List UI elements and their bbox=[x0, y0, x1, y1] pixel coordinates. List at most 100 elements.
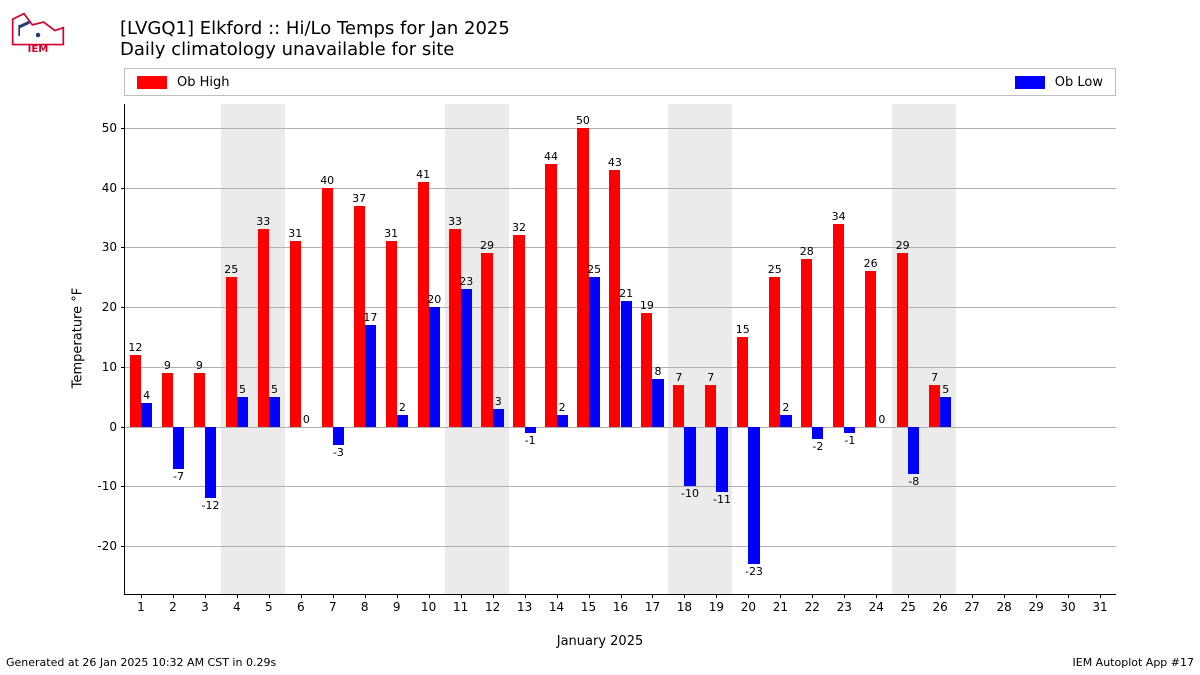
y-tick-mark bbox=[121, 427, 125, 428]
x-tick-label: 15 bbox=[581, 594, 596, 614]
bar-low bbox=[684, 427, 695, 487]
bar-low bbox=[557, 415, 568, 427]
bar-low bbox=[589, 277, 600, 426]
bar-low-label: 21 bbox=[619, 287, 633, 300]
y-axis-label: Temperature °F bbox=[71, 287, 86, 387]
bar-high bbox=[737, 337, 748, 427]
x-tick-label: 6 bbox=[297, 594, 305, 614]
x-tick-label: 13 bbox=[517, 594, 532, 614]
bar-low-label: 2 bbox=[559, 401, 566, 414]
bar-low bbox=[844, 427, 855, 433]
y-tick-mark bbox=[121, 247, 125, 248]
bar-low-label: -8 bbox=[908, 475, 919, 488]
bar-low bbox=[141, 403, 152, 427]
bar-low bbox=[525, 427, 536, 433]
gridline bbox=[125, 427, 1116, 428]
legend-swatch-low bbox=[1015, 76, 1045, 89]
bar-high-label: 9 bbox=[164, 359, 171, 372]
bar-high-label: 7 bbox=[931, 371, 938, 384]
bar-high bbox=[641, 313, 652, 427]
gridline bbox=[125, 247, 1116, 248]
x-tick-label: 11 bbox=[453, 594, 468, 614]
bar-high bbox=[577, 128, 588, 427]
bar-high bbox=[929, 385, 940, 427]
bar-low-label: 5 bbox=[942, 383, 949, 396]
bar-high-label: 25 bbox=[224, 263, 238, 276]
bar-low bbox=[205, 427, 216, 499]
bar-high bbox=[545, 164, 556, 427]
bar-high bbox=[194, 373, 205, 427]
x-tick-label: 9 bbox=[393, 594, 401, 614]
x-tick-label: 28 bbox=[996, 594, 1011, 614]
bar-high-label: 41 bbox=[416, 168, 430, 181]
bar-low-label: -10 bbox=[681, 487, 699, 500]
gridline bbox=[125, 188, 1116, 189]
x-tick-label: 19 bbox=[709, 594, 724, 614]
bar-low bbox=[269, 397, 280, 427]
x-tick-label: 22 bbox=[805, 594, 820, 614]
bar-high-label: 31 bbox=[288, 227, 302, 240]
bar-high bbox=[865, 271, 876, 426]
x-tick-label: 1 bbox=[137, 594, 145, 614]
bar-high bbox=[833, 224, 844, 427]
bar-low-label: 25 bbox=[587, 263, 601, 276]
footer-generated: Generated at 26 Jan 2025 10:32 AM CST in… bbox=[6, 656, 276, 669]
bar-high-label: 19 bbox=[640, 299, 654, 312]
gridline bbox=[125, 546, 1116, 547]
bar-high-label: 34 bbox=[832, 210, 846, 223]
legend-swatch-high bbox=[137, 76, 167, 89]
bar-low bbox=[908, 427, 919, 475]
x-tick-label: 4 bbox=[233, 594, 241, 614]
bar-high bbox=[258, 229, 269, 426]
bar-high-label: 29 bbox=[896, 239, 910, 252]
x-tick-label: 23 bbox=[837, 594, 852, 614]
plot-area: -20-100102030405012345678910111213141516… bbox=[124, 104, 1116, 595]
legend-label-low: Ob Low bbox=[1055, 75, 1103, 90]
x-tick-label: 5 bbox=[265, 594, 273, 614]
bar-high bbox=[481, 253, 492, 426]
bar-high bbox=[769, 277, 780, 426]
bar-low bbox=[237, 397, 248, 427]
bar-high-label: 7 bbox=[707, 371, 714, 384]
bar-high bbox=[386, 241, 397, 426]
bar-low bbox=[173, 427, 184, 469]
bar-high bbox=[162, 373, 173, 427]
y-tick-mark bbox=[121, 128, 125, 129]
x-axis-label: January 2025 bbox=[557, 634, 644, 649]
legend-label-high: Ob High bbox=[177, 75, 230, 90]
bar-low-label: -11 bbox=[713, 493, 731, 506]
bar-high bbox=[673, 385, 684, 427]
legend-item-high: Ob High bbox=[137, 75, 230, 90]
bar-high-label: 12 bbox=[128, 341, 142, 354]
x-tick-label: 31 bbox=[1092, 594, 1107, 614]
bar-high bbox=[449, 229, 460, 426]
bar-high-label: 50 bbox=[576, 114, 590, 127]
title-line-2: Daily climatology unavailable for site bbox=[120, 39, 510, 60]
bar-low bbox=[940, 397, 951, 427]
bar-low bbox=[716, 427, 727, 493]
bar-low-label: -2 bbox=[812, 440, 823, 453]
x-tick-label: 29 bbox=[1028, 594, 1043, 614]
x-tick-label: 3 bbox=[201, 594, 209, 614]
bar-high-label: 31 bbox=[384, 227, 398, 240]
bar-high bbox=[130, 355, 141, 427]
bar-low bbox=[429, 307, 440, 427]
bar-high-label: 44 bbox=[544, 150, 558, 163]
title-line-1: [LVGQ1] Elkford :: Hi/Lo Temps for Jan 2… bbox=[120, 18, 510, 39]
x-tick-label: 30 bbox=[1060, 594, 1075, 614]
x-tick-label: 18 bbox=[677, 594, 692, 614]
x-tick-label: 16 bbox=[613, 594, 628, 614]
gridline bbox=[125, 486, 1116, 487]
footer-app: IEM Autoplot App #17 bbox=[1073, 656, 1195, 669]
bar-high-label: 40 bbox=[320, 174, 334, 187]
bar-low bbox=[652, 379, 663, 427]
bar-high-label: 33 bbox=[448, 215, 462, 228]
x-tick-label: 2 bbox=[169, 594, 177, 614]
x-tick-label: 14 bbox=[549, 594, 564, 614]
y-tick-mark bbox=[121, 307, 125, 308]
bar-high bbox=[322, 188, 333, 427]
bar-high bbox=[290, 241, 301, 426]
x-tick-label: 7 bbox=[329, 594, 337, 614]
bar-high bbox=[513, 235, 524, 426]
bar-low-label: 3 bbox=[495, 395, 502, 408]
